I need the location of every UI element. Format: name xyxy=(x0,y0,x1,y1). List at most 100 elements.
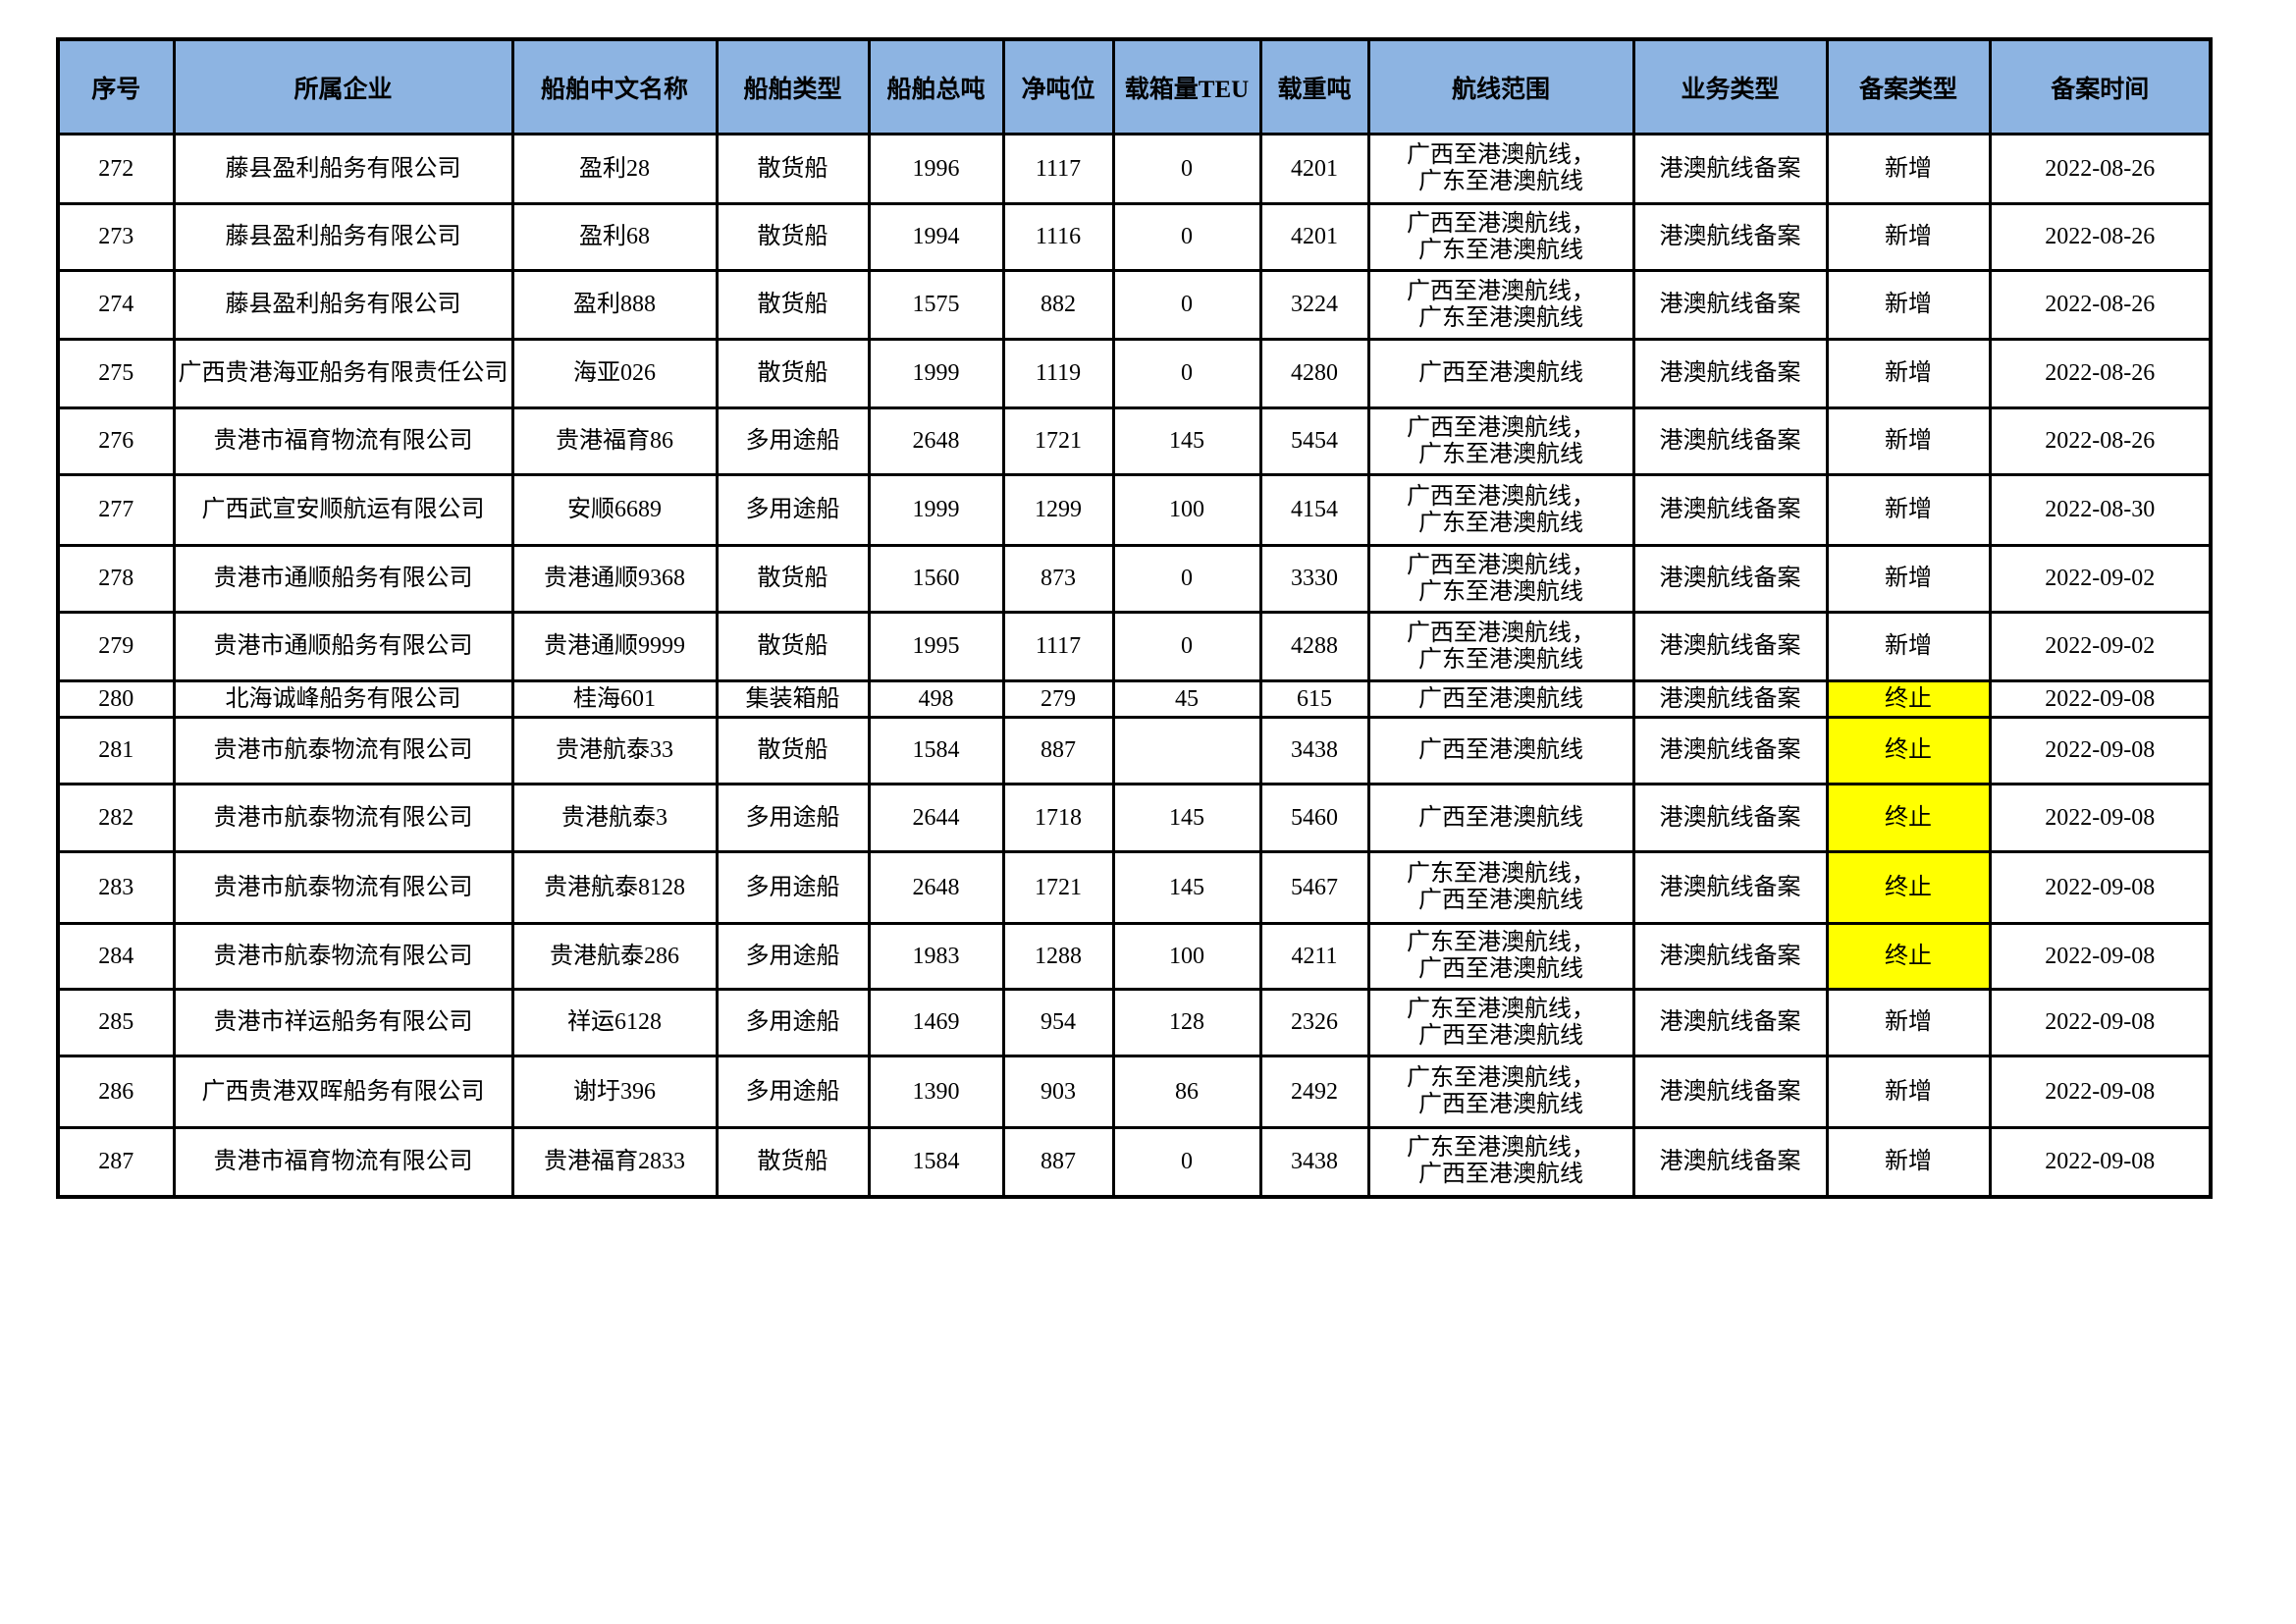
cell-filing-date: 2022-09-02 xyxy=(1988,611,2213,682)
cell-company: 广西武宣安顺航运有限公司 xyxy=(172,473,514,547)
cell-gross-tonnage: 498 xyxy=(867,679,1005,719)
cell-seq: 277 xyxy=(56,473,176,547)
cell-company: 北海诚峰船务有限公司 xyxy=(172,679,514,719)
cell-filing-date: 2022-08-26 xyxy=(1988,133,2213,205)
cell-ship-name: 贵港航泰8128 xyxy=(510,850,719,925)
cell-business-type: 港澳航线备案 xyxy=(1631,133,1829,205)
cell-teu: 100 xyxy=(1111,922,1262,991)
cell-teu: 45 xyxy=(1111,679,1262,719)
table-row: 278 贵港市通顺船务有限公司 贵港通顺9368 散货船 1560 873 0 3330 广西至… xyxy=(56,544,2213,614)
cell-business-type: 港澳航线备案 xyxy=(1631,202,1829,272)
cell-filing-date: 2022-09-08 xyxy=(1988,1055,2213,1129)
cell-filing-date: 2022-08-26 xyxy=(1988,269,2213,341)
cell-teu: 0 xyxy=(1111,1126,1262,1198)
cell-filing-type: 新增 xyxy=(1825,988,1992,1057)
cell-ship-name: 祥运6128 xyxy=(510,988,719,1057)
cell-business-type: 港澳航线备案 xyxy=(1631,544,1829,614)
cell-dwt: 4201 xyxy=(1258,133,1370,205)
cell-route: 广东至港澳航线， 广西至港澳航线 xyxy=(1366,922,1635,991)
cell-dwt: 5460 xyxy=(1258,783,1370,853)
cell-ship-name: 贵港福育86 xyxy=(510,406,719,476)
cell-route: 广西至港澳航线， 广东至港澳航线 xyxy=(1366,133,1635,205)
cell-business-type: 港澳航线备案 xyxy=(1631,922,1829,991)
cell-teu: 145 xyxy=(1111,406,1262,476)
cell-filing-type: 新增 xyxy=(1825,406,1992,476)
cell-filing-type: 新增 xyxy=(1825,1055,1992,1129)
cell-company: 藤县盈利船务有限公司 xyxy=(172,269,514,341)
cell-dwt: 5454 xyxy=(1258,406,1370,476)
cell-teu xyxy=(1111,716,1262,785)
cell-filing-date: 2022-09-08 xyxy=(1988,988,2213,1057)
cell-seq: 275 xyxy=(56,338,176,409)
cell-company: 贵港市福育物流有限公司 xyxy=(172,1126,514,1198)
cell-filing-date: 2022-09-02 xyxy=(1988,544,2213,614)
cell-seq: 272 xyxy=(56,133,176,205)
cell-seq: 276 xyxy=(56,406,176,476)
table-row: 273 藤县盈利船务有限公司 盈利68 散货船 1994 1116 0 4201 广西至港澳航线… xyxy=(56,202,2213,272)
cell-company: 贵港市航泰物流有限公司 xyxy=(172,850,514,925)
cell-gross-tonnage: 1390 xyxy=(867,1055,1005,1129)
cell-ship-type: 集装箱船 xyxy=(715,679,871,719)
cell-business-type: 港澳航线备案 xyxy=(1631,473,1829,547)
cell-business-type: 港澳航线备案 xyxy=(1631,269,1829,341)
cell-gross-tonnage: 1995 xyxy=(867,611,1005,682)
cell-ship-name: 贵港通顺9368 xyxy=(510,544,719,614)
cell-ship-type: 多用途船 xyxy=(715,1055,871,1129)
column-header: 净吨位 xyxy=(1001,37,1115,135)
column-header: 所属企业 xyxy=(172,37,514,135)
cell-net-tonnage: 1721 xyxy=(1001,850,1115,925)
cell-filing-type: 新增 xyxy=(1825,544,1992,614)
cell-ship-type: 多用途船 xyxy=(715,406,871,476)
cell-filing-type: 终止 xyxy=(1825,783,1992,853)
cell-teu: 0 xyxy=(1111,544,1262,614)
cell-ship-name: 海亚026 xyxy=(510,338,719,409)
cell-seq: 274 xyxy=(56,269,176,341)
cell-seq: 285 xyxy=(56,988,176,1057)
cell-filing-type: 终止 xyxy=(1825,716,1992,785)
table-row: 272 藤县盈利船务有限公司 盈利28 散货船 1996 1117 0 4201 广西至港澳航线… xyxy=(56,133,2213,205)
cell-ship-name: 贵港航泰3 xyxy=(510,783,719,853)
ship-filing-table: 序号 所属企业 船舶中文名称 船舶类型 船舶总吨 净吨位 载箱量TEU 载重吨 航线范围 业务类型… xyxy=(56,37,2213,1199)
cell-route: 广西至港澳航线， 广东至港澳航线 xyxy=(1366,544,1635,614)
cell-seq: 280 xyxy=(56,679,176,719)
cell-business-type: 港澳航线备案 xyxy=(1631,338,1829,409)
cell-net-tonnage: 1299 xyxy=(1001,473,1115,547)
cell-business-type: 港澳航线备案 xyxy=(1631,850,1829,925)
cell-business-type: 港澳航线备案 xyxy=(1631,783,1829,853)
table-row: 281 贵港市航泰物流有限公司 贵港航泰33 散货船 1584 887 3438 广西至港澳航… xyxy=(56,716,2213,785)
cell-filing-date: 2022-09-08 xyxy=(1988,679,2213,719)
cell-filing-date: 2022-09-08 xyxy=(1988,850,2213,925)
cell-filing-type: 新增 xyxy=(1825,338,1992,409)
cell-dwt: 3438 xyxy=(1258,1126,1370,1198)
cell-business-type: 港澳航线备案 xyxy=(1631,611,1829,682)
table-row: 279 贵港市通顺船务有限公司 贵港通顺9999 散货船 1995 1117 0 4288 广西… xyxy=(56,611,2213,682)
column-header: 业务类型 xyxy=(1631,37,1829,135)
cell-filing-date: 2022-08-30 xyxy=(1988,473,2213,547)
cell-ship-type: 散货船 xyxy=(715,133,871,205)
cell-teu: 0 xyxy=(1111,202,1262,272)
cell-company: 藤县盈利船务有限公司 xyxy=(172,133,514,205)
cell-ship-type: 散货船 xyxy=(715,611,871,682)
cell-company: 贵港市通顺船务有限公司 xyxy=(172,544,514,614)
cell-gross-tonnage: 1996 xyxy=(867,133,1005,205)
cell-seq: 278 xyxy=(56,544,176,614)
cell-route: 广东至港澳航线， 广西至港澳航线 xyxy=(1366,1126,1635,1198)
cell-teu: 145 xyxy=(1111,783,1262,853)
header-row: 序号 所属企业 船舶中文名称 船舶类型 船舶总吨 净吨位 载箱量TEU 载重吨 航线范围 业务类型… xyxy=(56,37,2213,135)
cell-ship-name: 安顺6689 xyxy=(510,473,719,547)
cell-company: 广西贵港海亚船务有限责任公司 xyxy=(172,338,514,409)
cell-business-type: 港澳航线备案 xyxy=(1631,1126,1829,1198)
cell-dwt: 4154 xyxy=(1258,473,1370,547)
cell-ship-type: 多用途船 xyxy=(715,850,871,925)
cell-ship-type: 散货船 xyxy=(715,269,871,341)
cell-company: 广西贵港双晖船务有限公司 xyxy=(172,1055,514,1129)
cell-seq: 282 xyxy=(56,783,176,853)
column-header: 航线范围 xyxy=(1366,37,1635,135)
cell-ship-type: 散货船 xyxy=(715,202,871,272)
cell-filing-type: 新增 xyxy=(1825,473,1992,547)
cell-dwt: 2326 xyxy=(1258,988,1370,1057)
cell-filing-type: 终止 xyxy=(1825,679,1992,719)
cell-company: 贵港市航泰物流有限公司 xyxy=(172,783,514,853)
table-row: 280 北海诚峰船务有限公司 桂海601 集装箱船 498 279 45 615 广西至港澳航线… xyxy=(56,679,2213,719)
cell-gross-tonnage: 1983 xyxy=(867,922,1005,991)
